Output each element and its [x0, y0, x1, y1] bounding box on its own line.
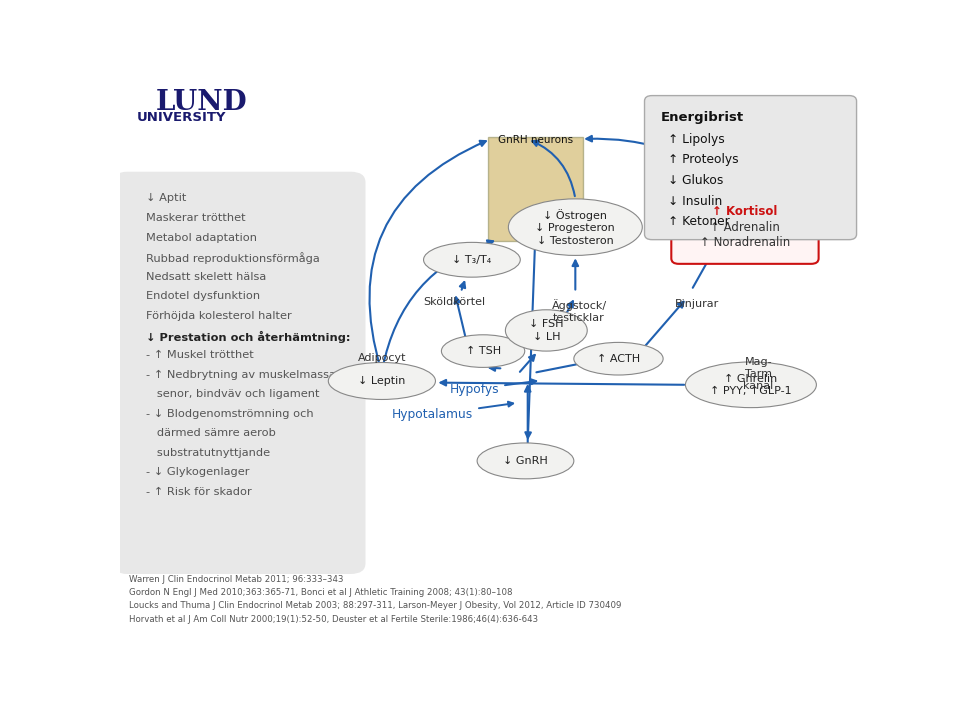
Text: Endotel dysfunktion: Endotel dysfunktion	[146, 292, 260, 301]
Text: Rubbad reproduktionsförmåga: Rubbad reproduktionsförmåga	[146, 252, 320, 264]
FancyBboxPatch shape	[488, 138, 583, 241]
FancyBboxPatch shape	[671, 191, 819, 264]
Text: ↑ Kortisol: ↑ Kortisol	[712, 205, 778, 218]
Text: ↑ Lipolys: ↑ Lipolys	[668, 133, 725, 145]
Text: ↑ Noradrenalin: ↑ Noradrenalin	[700, 236, 790, 249]
Text: - ↓ Glykogenlager: - ↓ Glykogenlager	[146, 467, 250, 477]
Text: Maskerar trötthet: Maskerar trötthet	[146, 213, 246, 223]
FancyBboxPatch shape	[644, 95, 856, 239]
Text: ↓ GnRH: ↓ GnRH	[503, 456, 548, 466]
Ellipse shape	[509, 199, 642, 256]
Text: - ↑ Muskel trötthet: - ↑ Muskel trötthet	[146, 350, 253, 360]
Text: - ↑ Risk för skador: - ↑ Risk för skador	[146, 487, 252, 497]
Text: Äggstock/
testicklar: Äggstock/ testicklar	[551, 299, 607, 323]
Text: ↑ Ketoner: ↑ Ketoner	[668, 215, 730, 228]
Text: Förhöjda kolesterol halter: Förhöjda kolesterol halter	[146, 311, 292, 321]
Text: Mag-
Tarm
kanal: Mag- Tarm kanal	[743, 357, 774, 391]
Text: LUND: LUND	[156, 88, 248, 116]
Ellipse shape	[328, 362, 436, 400]
Text: Warren J Clin Endocrinol Metab 2011; 96:333–343
Gordon N Engl J Med 2010;363:365: Warren J Clin Endocrinol Metab 2011; 96:…	[129, 575, 621, 623]
Text: Hypofys: Hypofys	[450, 379, 537, 395]
Ellipse shape	[477, 443, 574, 479]
Text: ↓ T₃/T₄: ↓ T₃/T₄	[452, 255, 492, 265]
Text: Binjurar: Binjurar	[675, 299, 719, 309]
Text: ↓ Aptit: ↓ Aptit	[146, 193, 186, 203]
Text: ↑ Adrenalin: ↑ Adrenalin	[710, 221, 780, 234]
Text: ↑ TSH: ↑ TSH	[466, 346, 500, 356]
Text: - ↓ Blodgenomströmning och: - ↓ Blodgenomströmning och	[146, 409, 314, 419]
Ellipse shape	[574, 342, 663, 375]
Ellipse shape	[423, 242, 520, 277]
Text: därmed sämre aerob: därmed sämre aerob	[146, 429, 276, 438]
Text: ↓ Östrogen
↓ Progesteron
↓ Testosteron: ↓ Östrogen ↓ Progesteron ↓ Testosteron	[536, 209, 615, 246]
Text: senor, bindväv och ligament: senor, bindväv och ligament	[146, 389, 320, 399]
Text: Energibrist: Energibrist	[660, 111, 744, 124]
Text: ↓ Prestation och återhämtning:: ↓ Prestation och återhämtning:	[146, 330, 350, 342]
Text: ↓ FSH
↓ LH: ↓ FSH ↓ LH	[529, 319, 564, 342]
Text: - ↑ Nedbrytning av muskelmassa,: - ↑ Nedbrytning av muskelmassa,	[146, 369, 340, 380]
Text: ↓ Leptin: ↓ Leptin	[358, 376, 405, 386]
Text: ↑ Ghrelin
↑ PYY, ↑GLP-1: ↑ Ghrelin ↑ PYY, ↑GLP-1	[710, 373, 792, 396]
Ellipse shape	[685, 362, 816, 407]
Text: Sköldkörtel: Sköldkörtel	[423, 297, 486, 306]
Text: ↑ ACTH: ↑ ACTH	[597, 354, 640, 364]
Text: ↓ Glukos: ↓ Glukos	[668, 174, 724, 187]
Text: Metabol adaptation: Metabol adaptation	[146, 232, 257, 243]
Ellipse shape	[505, 310, 588, 351]
Text: Adipocyt: Adipocyt	[358, 353, 406, 364]
Text: Hypotalamus: Hypotalamus	[392, 402, 514, 421]
Text: ↑ Proteolys: ↑ Proteolys	[668, 153, 739, 166]
Text: GnRH neurons: GnRH neurons	[497, 135, 573, 145]
Text: Nedsatt skelett hälsa: Nedsatt skelett hälsa	[146, 272, 266, 282]
Text: ↓ Insulin: ↓ Insulin	[668, 195, 723, 208]
Text: substratutnyttjande: substratutnyttjande	[146, 448, 270, 458]
FancyBboxPatch shape	[112, 172, 366, 574]
Ellipse shape	[442, 335, 525, 367]
Text: UNIVERSITY: UNIVERSITY	[136, 111, 226, 124]
